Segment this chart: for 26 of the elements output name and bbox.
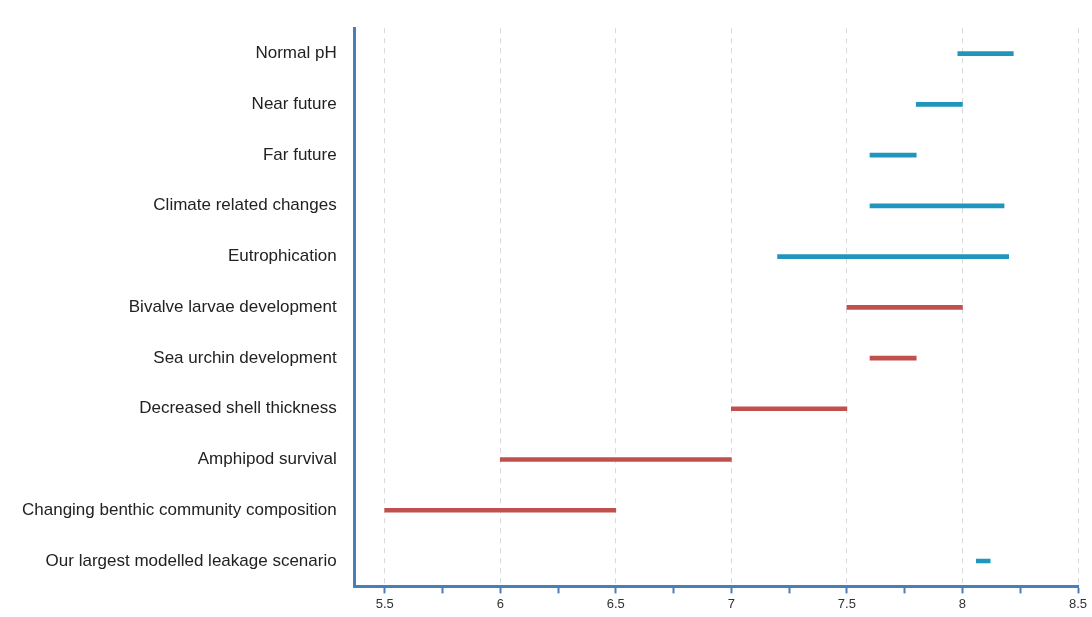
x-tick-label: 8.5 xyxy=(1068,595,1088,611)
y-tick-label: Eutrophication xyxy=(227,246,337,266)
x-tick-label: 8 xyxy=(958,595,967,611)
x-tick-label: 6.5 xyxy=(606,595,625,611)
bar xyxy=(869,203,1005,209)
x-tick-label: 5.5 xyxy=(375,595,394,611)
bar xyxy=(499,457,732,462)
bar xyxy=(915,101,963,107)
bar xyxy=(731,406,848,412)
bar xyxy=(957,51,1014,56)
y-tick-label: Our largest modelled leakage scenario xyxy=(45,550,337,570)
bar xyxy=(384,507,617,513)
y-tick-label: Normal pH xyxy=(255,43,337,63)
bar xyxy=(777,254,1009,259)
y-tick-label: Bivalve larvae development xyxy=(128,296,337,316)
y-tick-label: Climate related changes xyxy=(153,195,337,215)
x-tick-label: 7 xyxy=(727,595,735,611)
x-tick-label: 7.5 xyxy=(837,595,856,611)
y-tick-label: Decreased shell thickness xyxy=(139,398,337,418)
bar xyxy=(846,304,963,310)
y-tick-label: Amphipod survival xyxy=(197,449,337,469)
y-tick-label: Far future xyxy=(262,144,337,164)
y-tick-label: Near future xyxy=(251,94,337,114)
y-tick-label: Changing benthic community composition xyxy=(21,499,337,519)
y-tick-label: Sea urchin development xyxy=(153,347,337,367)
x-tick-label: 6 xyxy=(496,595,504,611)
